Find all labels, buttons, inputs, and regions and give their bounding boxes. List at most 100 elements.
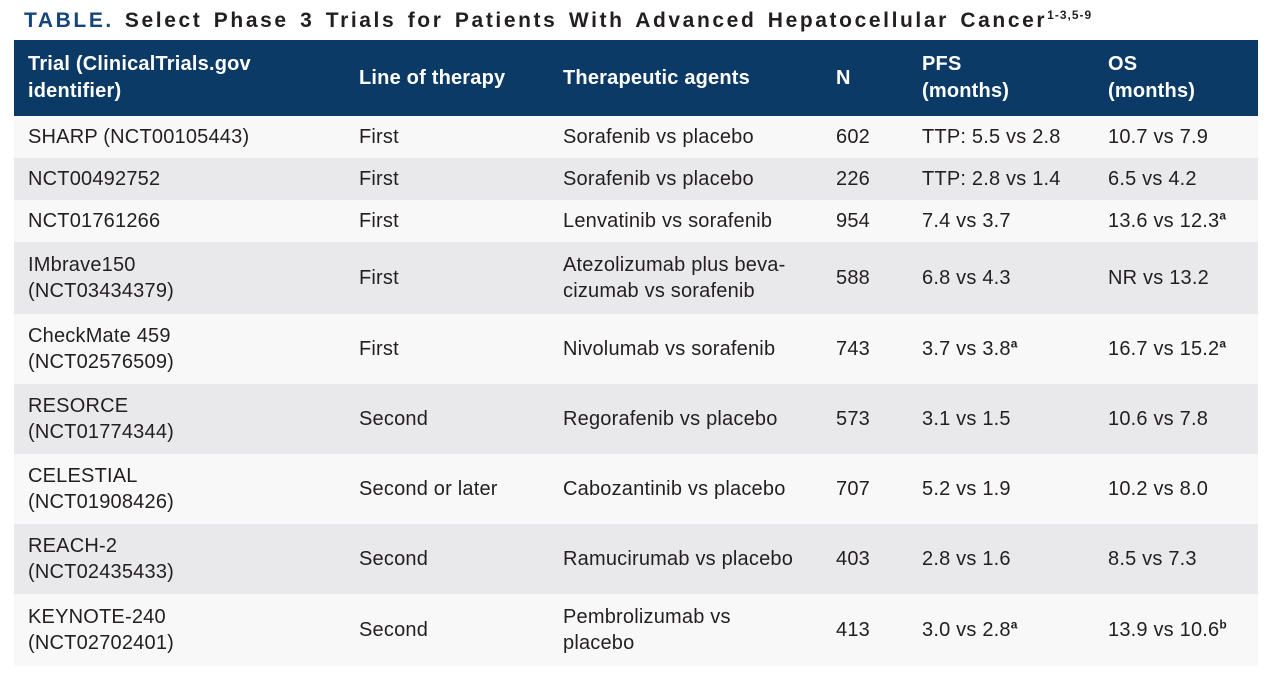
- cell-therapeutic-agents: Pembrolizumab vs placebo: [563, 606, 731, 654]
- cell-n: 707: [836, 478, 870, 500]
- col-header-pfs: PFS (months): [922, 40, 1108, 116]
- cell-pfs-footnote-marker: a: [1010, 336, 1018, 351]
- table-row: RESORCE (NCT01774344) Second Regorafenib v…: [14, 384, 1258, 454]
- cell-os: NR vs 13.2: [1108, 242, 1258, 314]
- cell-trial: KEYNOTE-240 (NCT02702401): [28, 606, 175, 654]
- cell-pfs: TTP: 2.8 vs 1.4: [922, 158, 1108, 200]
- cell-pfs-footnote-marker: a: [1010, 617, 1018, 632]
- cell-line-of-therapy: First: [359, 126, 399, 148]
- col-header-line-of-therapy: Line of therapy: [359, 40, 563, 116]
- cell-line-of-therapy: First: [359, 168, 399, 190]
- table-row: NCT00492752 First Sorafenib vs placebo 226 T…: [14, 158, 1258, 200]
- table-title-citations: 1-3,5-9: [1047, 8, 1093, 22]
- cell-os: 13.9 vs 10.6b: [1108, 594, 1258, 666]
- cell-trial: NCT01761266: [28, 210, 161, 232]
- cell-os-value: 8.5 vs 7.3: [1108, 548, 1197, 570]
- cell-pfs: 7.4 vs 3.7: [922, 200, 1108, 242]
- table-body: SHARP (NCT00105443) First Sorafenib vs pla…: [14, 116, 1258, 666]
- cell-therapeutic-agents: Lenvatinib vs sorafenib: [563, 210, 773, 232]
- cell-os-value: 13.9 vs 10.6: [1108, 619, 1220, 641]
- table-row: NCT01761266 First Lenvatinib vs sorafenib 9…: [14, 200, 1258, 242]
- cell-trial: NCT00492752: [28, 168, 161, 190]
- table-row: KEYNOTE-240 (NCT02702401) Second Pembroliz…: [14, 594, 1258, 666]
- cell-pfs: 6.8 vs 4.3: [922, 242, 1108, 314]
- table-title: TABLE. Select Phase 3 Trials for Patients…: [0, 0, 1272, 33]
- table-row: CheckMate 459 (NCT02576509) First Nivoluma…: [14, 314, 1258, 384]
- table-header: Trial (ClinicalTrials.gov identifier) Li…: [14, 40, 1258, 116]
- cell-os: 10.2 vs 8.0: [1108, 454, 1258, 524]
- cell-os-footnote-marker: a: [1219, 336, 1227, 351]
- cell-line-of-therapy: Second: [359, 619, 429, 641]
- cell-therapeutic-agents: Atezolizumab plus beva- cizumab vs soraf…: [563, 254, 786, 302]
- cell-os-footnote-marker: b: [1219, 617, 1227, 632]
- cell-n: 588: [836, 267, 870, 289]
- col-header-trial: Trial (ClinicalTrials.gov identifier): [14, 40, 359, 116]
- cell-line-of-therapy: First: [359, 338, 399, 360]
- cell-line-of-therapy: Second: [359, 408, 429, 430]
- cell-pfs: 3.1 vs 1.5: [922, 384, 1108, 454]
- table-row: SHARP (NCT00105443) First Sorafenib vs pla…: [14, 116, 1258, 158]
- cell-pfs-value: TTP: 2.8 vs 1.4: [922, 168, 1061, 190]
- cell-trial: CELESTIAL (NCT01908426): [28, 465, 175, 513]
- cell-trial: CheckMate 459 (NCT02576509): [28, 325, 175, 373]
- cell-os-value: 10.7 vs 7.9: [1108, 126, 1209, 148]
- cell-os-footnote-marker: a: [1219, 208, 1227, 223]
- cell-os-value: NR vs 13.2: [1108, 267, 1209, 289]
- cell-trial: RESORCE (NCT01774344): [28, 395, 175, 443]
- cell-n: 226: [836, 168, 870, 190]
- cell-pfs-value: 3.7 vs 3.8: [922, 338, 1011, 360]
- cell-os: 13.6 vs 12.3a: [1108, 200, 1258, 242]
- cell-line-of-therapy: Second or later: [359, 478, 498, 500]
- cell-os-value: 10.2 vs 8.0: [1108, 478, 1209, 500]
- col-header-os: OS (months): [1108, 40, 1258, 116]
- cell-os-value: 6.5 vs 4.2: [1108, 168, 1197, 190]
- table-row: IMbrave150 (NCT03434379) First Atezolizuma…: [14, 242, 1258, 314]
- cell-trial: IMbrave150 (NCT03434379): [28, 254, 175, 302]
- cell-pfs: 3.7 vs 3.8a: [922, 314, 1108, 384]
- cell-n: 602: [836, 126, 870, 148]
- cell-pfs-value: 6.8 vs 4.3: [922, 267, 1011, 289]
- cell-os-value: 13.6 vs 12.3: [1108, 210, 1220, 232]
- table-header-row: Trial (ClinicalTrials.gov identifier) Li…: [14, 40, 1258, 116]
- cell-pfs: TTP: 5.5 vs 2.8: [922, 116, 1108, 158]
- col-header-n: N: [836, 40, 922, 116]
- cell-os: 8.5 vs 7.3: [1108, 524, 1258, 594]
- cell-therapeutic-agents: Sorafenib vs placebo: [563, 168, 754, 190]
- cell-therapeutic-agents: Cabozantinib vs placebo: [563, 478, 786, 500]
- cell-n: 403: [836, 548, 870, 570]
- cell-pfs-value: 5.2 vs 1.9: [922, 478, 1011, 500]
- trials-table: Trial (ClinicalTrials.gov identifier) Li…: [14, 40, 1258, 666]
- cell-line-of-therapy: First: [359, 210, 399, 232]
- cell-pfs-value: 3.0 vs 2.8: [922, 619, 1011, 641]
- cell-therapeutic-agents: Ramucirumab vs placebo: [563, 548, 794, 570]
- cell-pfs: 5.2 vs 1.9: [922, 454, 1108, 524]
- cell-therapeutic-agents: Regorafenib vs placebo: [563, 408, 778, 430]
- cell-line-of-therapy: First: [359, 267, 399, 289]
- cell-os: 16.7 vs 15.2a: [1108, 314, 1258, 384]
- cell-therapeutic-agents: Nivolumab vs sorafenib: [563, 338, 776, 360]
- cell-trial: SHARP (NCT00105443): [28, 126, 250, 148]
- table-row: REACH-2 (NCT02435433) Second Ramucirumab v…: [14, 524, 1258, 594]
- cell-n: 413: [836, 619, 870, 641]
- cell-os: 10.7 vs 7.9: [1108, 116, 1258, 158]
- cell-os-value: 10.6 vs 7.8: [1108, 408, 1209, 430]
- table-row: CELESTIAL (NCT01908426) Second or later Ca…: [14, 454, 1258, 524]
- cell-os: 6.5 vs 4.2: [1108, 158, 1258, 200]
- cell-n: 954: [836, 210, 870, 232]
- table-title-text: Select Phase 3 Trials for Patients With …: [124, 9, 1048, 32]
- cell-pfs: 2.8 vs 1.6: [922, 524, 1108, 594]
- cell-os: 10.6 vs 7.8: [1108, 384, 1258, 454]
- table-title-label: TABLE.: [24, 9, 114, 32]
- cell-pfs-value: 3.1 vs 1.5: [922, 408, 1011, 430]
- cell-pfs: 3.0 vs 2.8a: [922, 594, 1108, 666]
- cell-pfs-value: 2.8 vs 1.6: [922, 548, 1011, 570]
- cell-pfs-value: 7.4 vs 3.7: [922, 210, 1011, 232]
- cell-n: 573: [836, 408, 870, 430]
- cell-os-value: 16.7 vs 15.2: [1108, 338, 1220, 360]
- cell-therapeutic-agents: Sorafenib vs placebo: [563, 126, 754, 148]
- cell-line-of-therapy: Second: [359, 548, 429, 570]
- cell-n: 743: [836, 338, 870, 360]
- cell-pfs-value: TTP: 5.5 vs 2.8: [922, 126, 1061, 148]
- cell-trial: REACH-2 (NCT02435433): [28, 535, 175, 583]
